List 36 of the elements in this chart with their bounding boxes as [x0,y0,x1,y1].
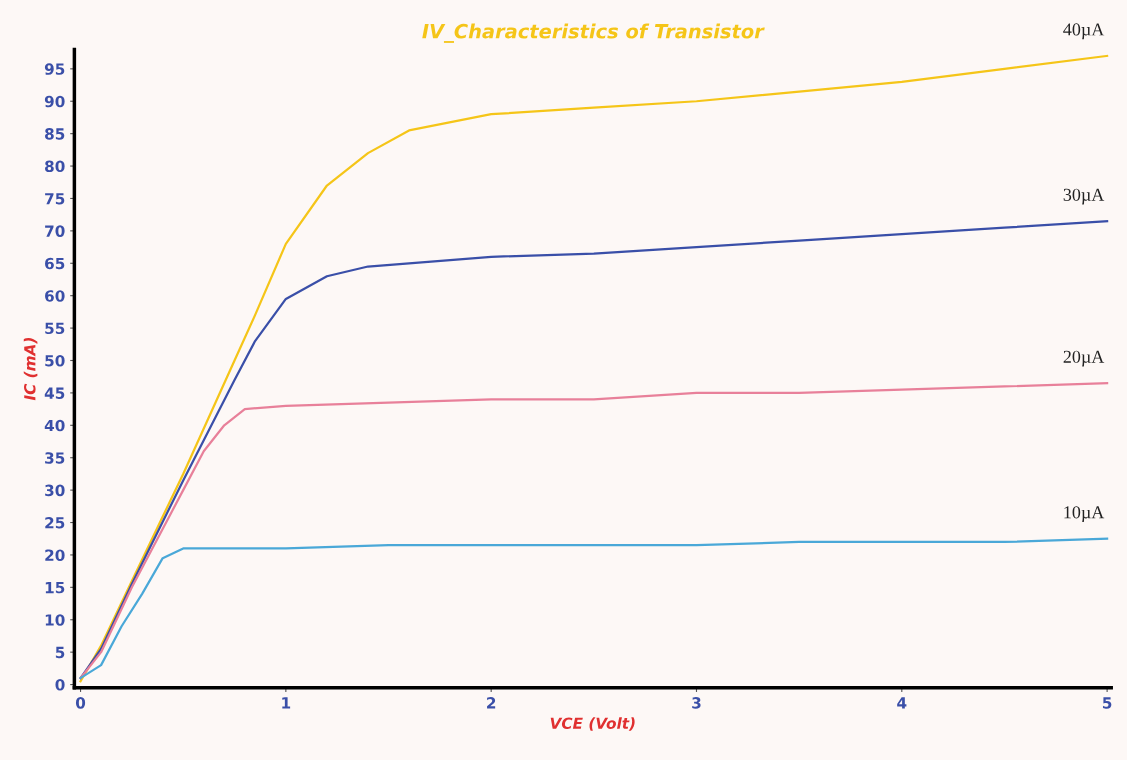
y-tick-label: 60 [45,290,65,302]
y-tick-label: 40 [44,419,65,432]
y-tick-label: 35 [45,452,65,464]
series-label: 20µA [1063,350,1105,367]
y-tick-label: 65 [45,257,65,270]
x-axis-title: VCE (Volt) [550,717,635,731]
y-tick-label: 95 [44,63,65,75]
y-tick-label: 90 [44,95,65,108]
line-series [79,54,1109,683]
x-tick-label: 1 [282,697,291,709]
chart-title: IV_Characteristics of Transistor [422,23,765,43]
x-tick-label: 3 [692,697,701,709]
y-tick-label: 45 [44,387,65,399]
y-tick-label: 5 [55,646,65,659]
x-tick-label: 4 [897,697,907,709]
y-axis-title: IC (mA) [23,338,38,401]
y-tick-label: 25 [45,516,65,529]
y-tick-label: 10 [45,614,65,626]
y-tick-label: 70 [45,225,65,237]
y-tick-label: 85 [45,128,65,140]
x-tick-label: 2 [487,697,496,709]
line-series [79,382,1109,680]
y-tick-label: 50 [45,354,65,367]
y-tick-label: 30 [45,484,65,497]
series-label: 10µA [1064,506,1105,523]
y-tick-label: 15 [45,582,65,594]
series-label: 30µA [1063,188,1105,205]
y-tick-label: 75 [45,193,65,205]
x-tick-label: 0 [75,697,86,709]
line-series [79,537,1109,680]
series-label: 40µA [1063,23,1105,40]
x-tick-label: 5 [1102,697,1112,709]
y-tick-label: 80 [45,160,65,173]
y-tick-label: 0 [55,679,65,691]
y-tick-label: 20 [45,549,65,561]
y-tick-label: 55 [45,322,65,335]
